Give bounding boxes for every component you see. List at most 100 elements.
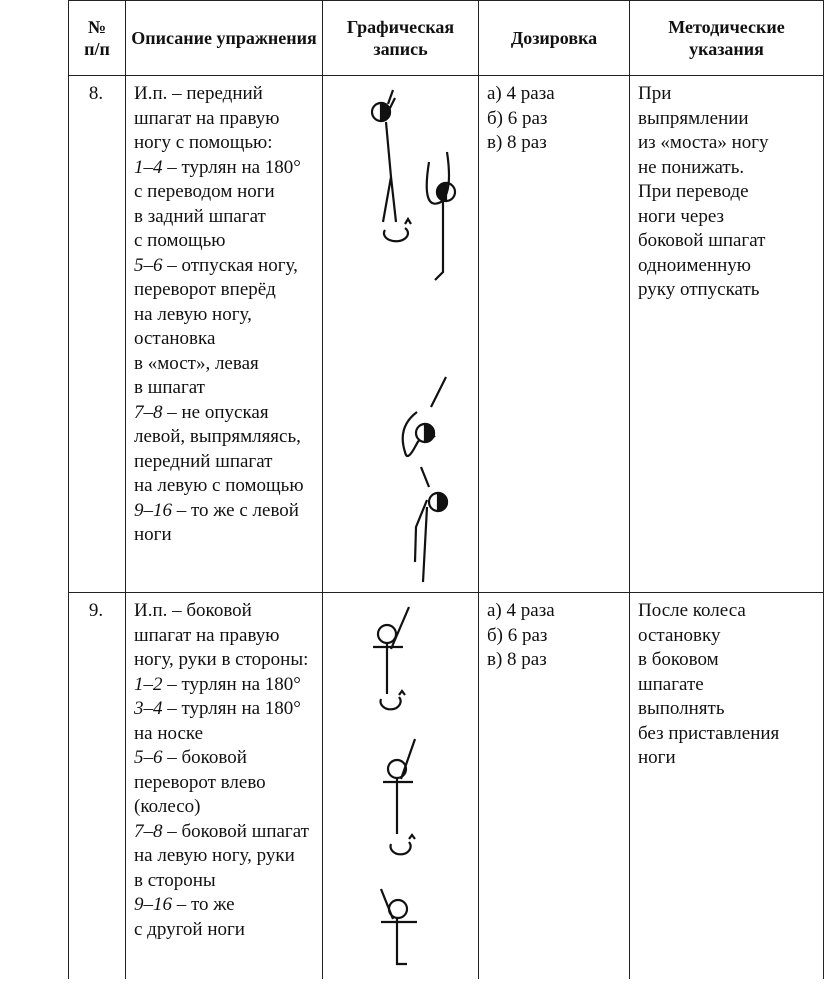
text-line: выпрямлении xyxy=(638,107,749,129)
text-line: При переводе xyxy=(638,181,749,202)
text-line: переворот вперёд xyxy=(134,279,276,300)
text-line: переворот влево xyxy=(134,771,266,793)
text-line: После колеса xyxy=(638,600,746,621)
text-line: При xyxy=(638,83,672,104)
text-fragment: – турлян на 180° xyxy=(162,698,301,719)
text-line: 9–16 – то же xyxy=(134,893,316,918)
text-line: из «моста» ногу xyxy=(638,132,769,153)
italic-count: 1–2 xyxy=(134,673,163,695)
text-line: ноги xyxy=(134,524,172,545)
text-line: в шпагат xyxy=(134,377,205,398)
text-line: с другой ноги xyxy=(134,918,245,940)
text-line: на левую с помощью xyxy=(134,475,304,496)
text-line: одноименную xyxy=(638,254,751,276)
text-line: на носке xyxy=(134,722,204,744)
text-line: на левую ногу, xyxy=(134,303,252,325)
text-line: шпагате xyxy=(638,673,704,695)
text-line: Дозировка xyxy=(510,28,598,48)
number-cell: 8. xyxy=(68,75,126,593)
text-line: 7–8 – боковой шпагат xyxy=(134,820,316,845)
text-line: шпагат на правую xyxy=(134,624,280,646)
text-line: 7–8 – не опуская xyxy=(134,401,316,426)
text-fragment: – боковой xyxy=(162,747,247,768)
text-line: 5–6 – отпуская ногу, xyxy=(134,254,316,279)
text-line: Описание упражнения xyxy=(131,28,317,48)
text-line: с переводом ноги xyxy=(134,181,275,202)
italic-count: 3–4 xyxy=(134,698,163,719)
text-line: (колесо) xyxy=(134,796,201,817)
text-fragment: – не опуская xyxy=(162,401,269,423)
figure-cell xyxy=(322,592,479,979)
text-line: шпагат на правую xyxy=(134,107,280,129)
text-line: а) 4 раза xyxy=(487,600,555,621)
text-line: 1–4 – турлян на 180° xyxy=(134,156,316,181)
text-line: И.п. – передний xyxy=(134,83,263,104)
text-line: без приставления xyxy=(638,722,780,744)
header-cell: Описание упражнения xyxy=(125,0,323,76)
text-fragment: – турлян на 180° xyxy=(162,673,301,695)
text-line: указания xyxy=(689,39,764,59)
text-line: 5–6 – боковой xyxy=(134,746,316,771)
italic-count: 9–16 xyxy=(134,894,172,915)
text-line: на левую ногу, руки xyxy=(134,845,295,866)
text-line: не понижать. xyxy=(638,156,745,178)
text-line: ноги xyxy=(638,747,676,768)
exercise-table: № п/п Описание упражнения Графическая запись… xyxy=(68,0,824,979)
italic-count: 9–16 xyxy=(134,499,172,521)
figure-drawing xyxy=(373,606,417,966)
text-line: 1–2 – турлян на 180° xyxy=(134,673,316,698)
text-line: в боковом xyxy=(638,649,719,670)
header-cell: Дозировка xyxy=(478,0,630,76)
header-cell: № п/п xyxy=(68,0,126,76)
number-cell: 9. xyxy=(68,592,126,979)
text-line: в задний шпагат xyxy=(134,205,266,227)
notes-cell: При выпрямлении из «моста» ногу не понижать… xyxy=(629,75,824,593)
description-cell: И.п. – передний шпагат на правую ногу с по… xyxy=(125,75,323,593)
text-line: ноги через xyxy=(638,205,725,227)
header-row: № п/п Описание упражнения Графическая запись… xyxy=(68,0,824,76)
text-line: п/п xyxy=(84,39,110,59)
text-line: передний шпагат xyxy=(134,450,273,472)
text-line: остановку xyxy=(638,624,721,646)
text-line: б) 6 раз xyxy=(487,107,548,129)
text-line: б) 6 раз xyxy=(487,624,548,646)
text-fragment: – турлян на 180° xyxy=(162,156,301,178)
text-line: И.п. – боковой xyxy=(134,600,252,621)
text-line: в) 8 раз xyxy=(487,649,547,670)
text-line: 3–4 – турлян на 180° xyxy=(134,697,316,722)
text-line: остановка xyxy=(134,328,216,349)
text-fragment: – отпуская ногу, xyxy=(162,254,298,276)
description-cell: И.п. – боковой шпагат на правую ногу, руки… xyxy=(125,592,323,979)
row: 8. И.п. – передний шпагат на правую ногу с … xyxy=(68,75,824,593)
text-line: а) 4 раза xyxy=(487,83,555,104)
notes-cell: После колеса остановку в боковом шпагате вып… xyxy=(629,592,824,979)
text-line: выполнять xyxy=(638,698,725,719)
italic-count: 7–8 xyxy=(134,820,163,842)
dosage-cell: а) 4 раза б) 6 раз в) 8 раз xyxy=(478,75,630,593)
text-line: левой, выпрямляясь, xyxy=(134,426,301,447)
text-line: руку отпускать xyxy=(638,279,760,300)
text-line: 9–16 – то же с левой xyxy=(134,499,316,524)
text-fragment: – то же xyxy=(172,894,235,915)
figure-cell xyxy=(322,75,479,593)
text-line: Методические xyxy=(668,17,785,37)
text-line: в «мост», левая xyxy=(134,352,259,374)
text-line: запись xyxy=(373,39,428,59)
italic-count: 5–6 xyxy=(134,747,163,768)
dosage-cell: а) 4 раза б) 6 раз в) 8 раз xyxy=(478,592,630,979)
text-line: № xyxy=(87,17,107,37)
text-fragment: – боковой шпагат xyxy=(162,820,309,842)
italic-count: 5–6 xyxy=(134,254,163,276)
italic-count: 1–4 xyxy=(134,156,163,178)
figure-drawing xyxy=(370,89,457,583)
text-fragment: – то же с левой xyxy=(172,499,299,521)
text-line: боковой шпагат xyxy=(638,230,766,251)
text-line: с помощью xyxy=(134,230,226,251)
text-line: в) 8 раз xyxy=(487,132,547,153)
italic-count: 7–8 xyxy=(134,401,163,423)
text-line: в стороны xyxy=(134,869,216,891)
text-line: Графическая xyxy=(346,17,455,37)
row: 9. И.п. – боковой шпагат на правую ногу, ру… xyxy=(68,592,824,979)
text-line: ногу, руки в стороны: xyxy=(134,649,309,670)
